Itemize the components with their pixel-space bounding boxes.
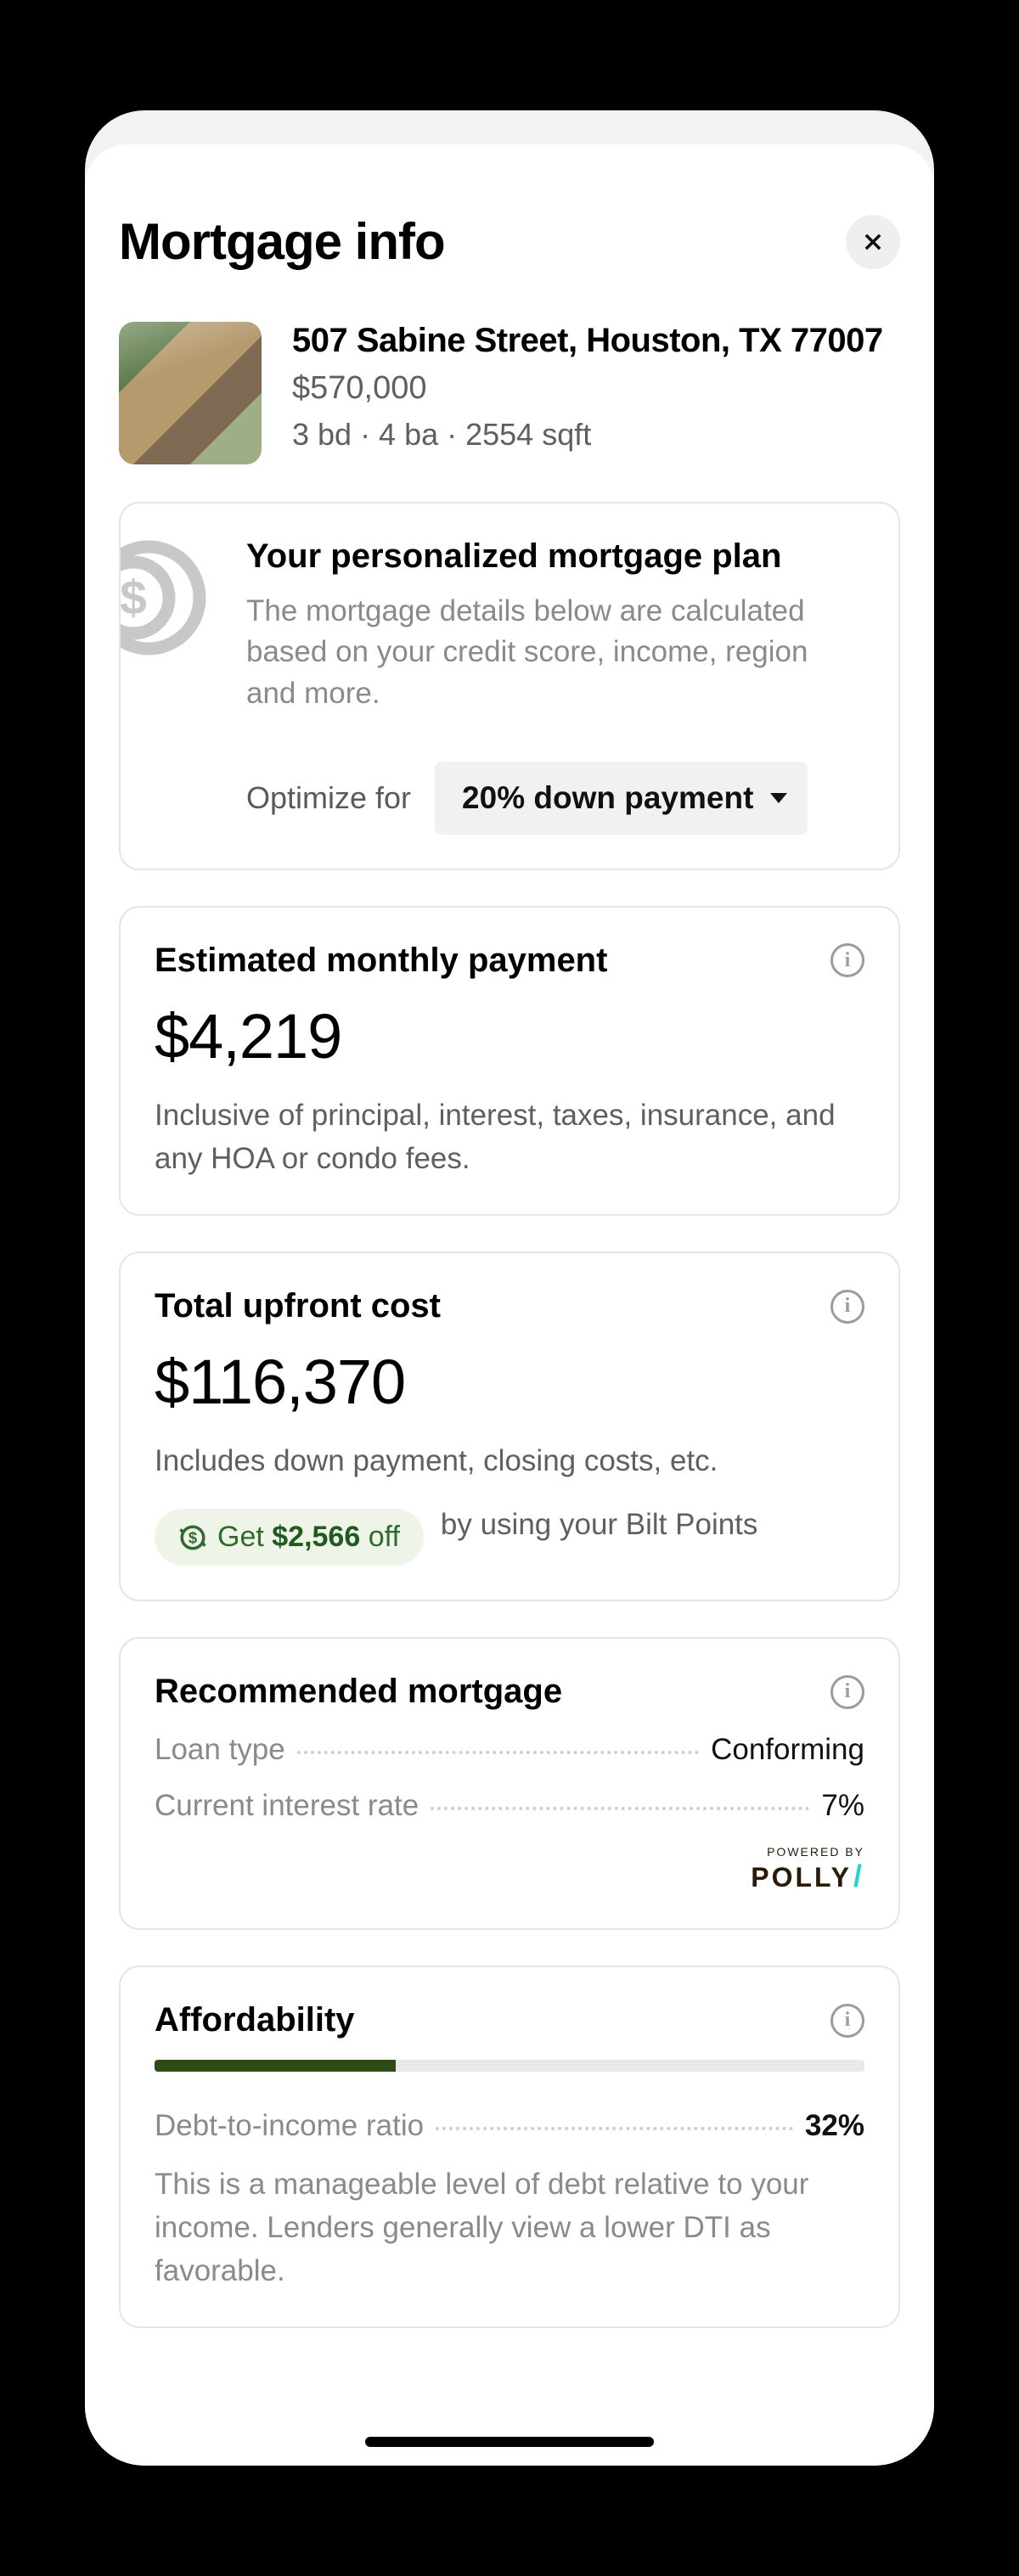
plan-description: The mortgage details below are calculate… bbox=[246, 591, 864, 714]
info-icon[interactable]: i bbox=[830, 1290, 864, 1324]
dollar-badge-icon: $ bbox=[119, 534, 212, 661]
upfront-amount: $116,370 bbox=[155, 1346, 864, 1418]
info-icon[interactable]: i bbox=[830, 2004, 864, 2038]
dti-value: 32% bbox=[805, 2109, 864, 2143]
dti-label: Debt-to-income ratio bbox=[155, 2109, 424, 2143]
recommended-mortgage-card: Recommended mortgage i Loan type Conform… bbox=[119, 1637, 900, 1930]
info-icon[interactable]: i bbox=[830, 943, 864, 977]
monthly-amount: $4,219 bbox=[155, 1000, 864, 1072]
loan-type-row: Loan type Conforming bbox=[155, 1733, 864, 1767]
mortgage-info-modal: Mortgage info 507 Sabine Street, Houston… bbox=[85, 144, 934, 2466]
dti-row: Debt-to-income ratio 32% bbox=[155, 2109, 864, 2143]
upfront-title: Total upfront cost bbox=[155, 1287, 441, 1325]
rate-value: 7% bbox=[821, 1789, 864, 1823]
polly-attribution: POWERED BY POLLY/ bbox=[155, 1845, 864, 1894]
interest-rate-row: Current interest rate 7% bbox=[155, 1789, 864, 1823]
property-price: $570,000 bbox=[292, 370, 883, 407]
bilt-points-pill[interactable]: $ Get $2,566 off bbox=[155, 1509, 424, 1566]
page-title: Mortgage info bbox=[119, 212, 445, 271]
property-address: 507 Sabine Street, Houston, TX 77007 bbox=[292, 322, 883, 360]
affordability-card: Affordability i Debt-to-income ratio 32%… bbox=[119, 1966, 900, 2328]
device-frame: Mortgage info 507 Sabine Street, Houston… bbox=[59, 85, 960, 2508]
optimize-label: Optimize for bbox=[246, 780, 411, 816]
powered-by-label: POWERED BY bbox=[155, 1845, 864, 1859]
upfront-cost-card: Total upfront cost i $116,370 Includes d… bbox=[119, 1251, 900, 1601]
rate-label: Current interest rate bbox=[155, 1789, 419, 1823]
recommended-title: Recommended mortgage bbox=[155, 1673, 562, 1711]
close-icon bbox=[861, 230, 885, 254]
info-icon[interactable]: i bbox=[830, 1675, 864, 1709]
modal-header: Mortgage info bbox=[119, 212, 900, 271]
monthly-description: Inclusive of principal, interest, taxes,… bbox=[155, 1094, 864, 1181]
affordability-bar-fill bbox=[155, 2060, 396, 2072]
affordability-bar bbox=[155, 2060, 864, 2072]
affordability-description: This is a manageable level of debt relat… bbox=[155, 2163, 864, 2292]
pill-after-text: by using your Bilt Points bbox=[441, 1508, 758, 1542]
upfront-description: Includes down payment, closing costs, et… bbox=[155, 1440, 864, 1483]
loan-type-value: Conforming bbox=[711, 1733, 864, 1767]
screen: Mortgage info 507 Sabine Street, Houston… bbox=[85, 110, 934, 2466]
plan-card: $ Your personalized mortgage plan The mo… bbox=[119, 502, 900, 870]
property-meta: 507 Sabine Street, Houston, TX 77007 $57… bbox=[292, 322, 883, 453]
optimize-select[interactable]: 20% down payment bbox=[435, 762, 808, 835]
property-stats: 3 bd · 4 ba · 2554 sqft bbox=[292, 417, 883, 453]
chevron-down-icon bbox=[770, 793, 787, 803]
pill-text: Get $2,566 off bbox=[217, 1521, 400, 1554]
home-indicator[interactable] bbox=[365, 2437, 654, 2447]
monthly-title: Estimated monthly payment bbox=[155, 942, 607, 980]
affordability-title: Affordability bbox=[155, 2001, 355, 2039]
polly-logo: POLLY/ bbox=[751, 1859, 864, 1894]
close-button[interactable] bbox=[846, 215, 900, 269]
svg-text:$: $ bbox=[189, 1528, 197, 1546]
svg-text:$: $ bbox=[120, 571, 147, 626]
property-thumbnail bbox=[119, 322, 262, 464]
plan-title: Your personalized mortgage plan bbox=[246, 537, 864, 576]
optimize-row: Optimize for 20% down payment bbox=[246, 762, 864, 835]
optimize-value: 20% down payment bbox=[462, 780, 753, 815]
property-summary: 507 Sabine Street, Houston, TX 77007 $57… bbox=[119, 322, 900, 464]
refresh-dollar-icon: $ bbox=[178, 1523, 207, 1552]
loan-type-label: Loan type bbox=[155, 1733, 285, 1767]
monthly-payment-card: Estimated monthly payment i $4,219 Inclu… bbox=[119, 906, 900, 1217]
